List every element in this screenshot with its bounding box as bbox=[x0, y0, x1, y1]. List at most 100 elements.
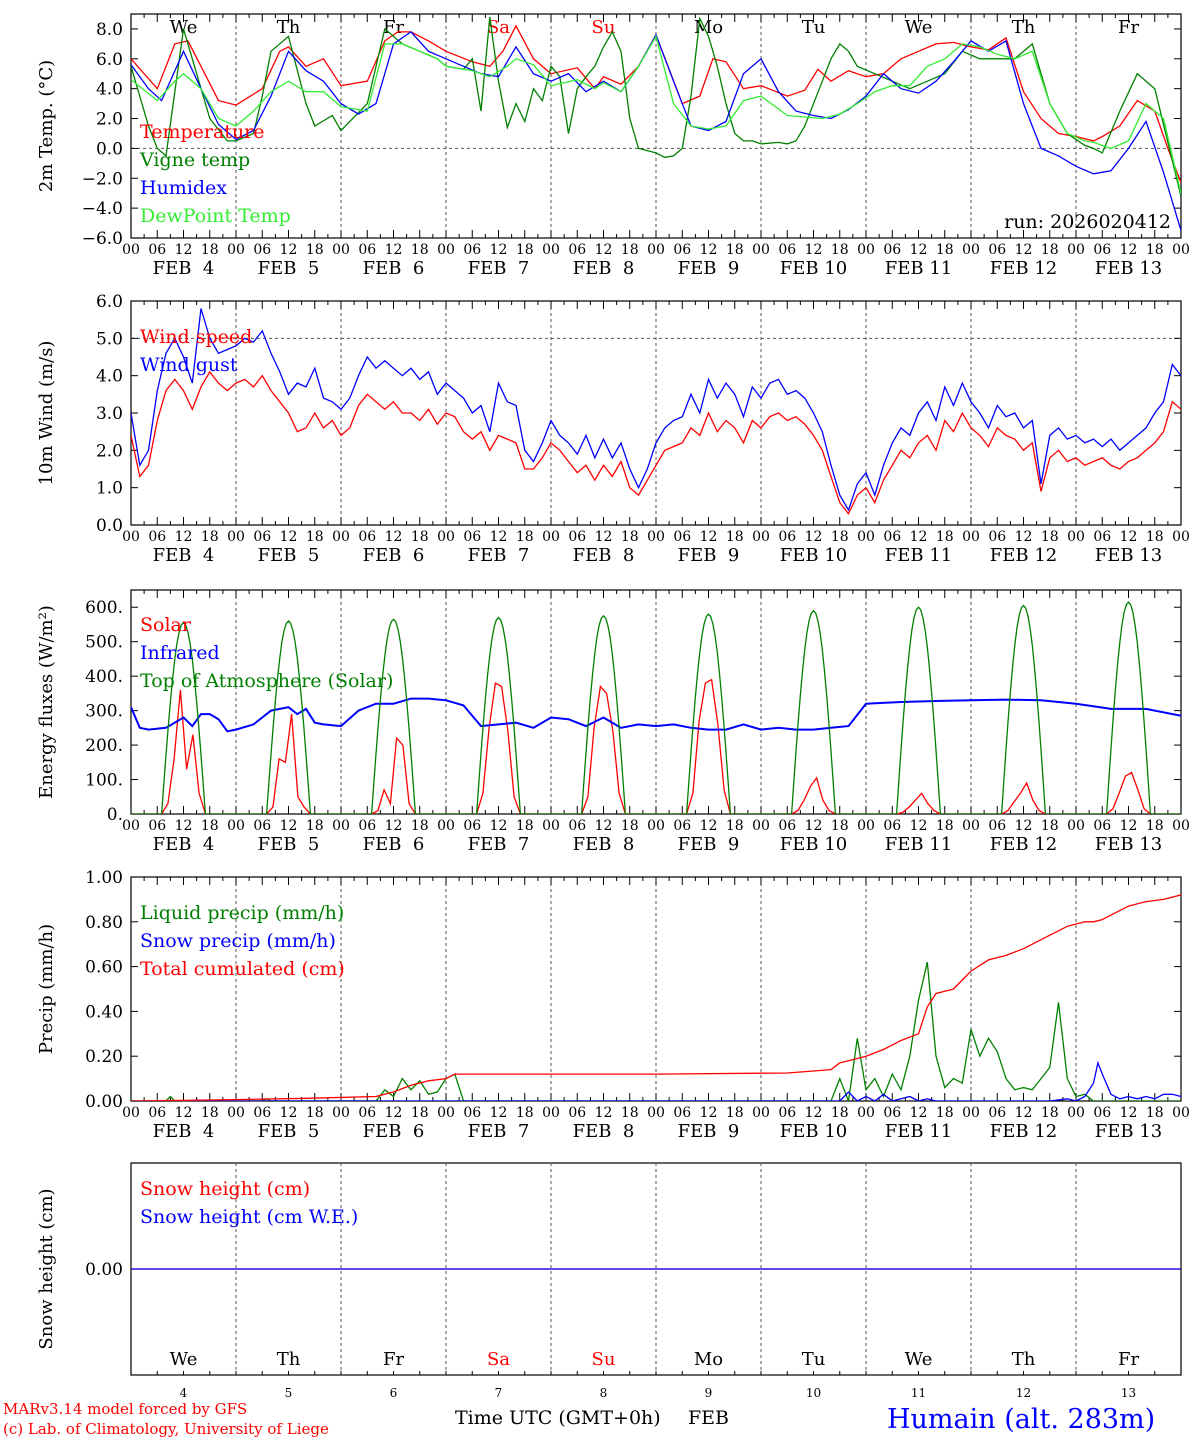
x-hour-label: 18 bbox=[936, 242, 954, 258]
x-hour-label: 06 bbox=[148, 818, 166, 834]
x-hour-label: 12 bbox=[385, 529, 403, 545]
x-date-label: FEB 11 bbox=[885, 834, 952, 855]
x-axis-label: Time UTC (GMT+0h) bbox=[455, 1407, 661, 1429]
x-hour-label: 12 bbox=[280, 529, 298, 545]
x-hour-label: 12 bbox=[700, 529, 718, 545]
x-date-label: FEB 8 bbox=[573, 258, 635, 279]
x-hour-label: 18 bbox=[201, 529, 219, 545]
y-tick-label: 0.80 bbox=[85, 913, 123, 933]
x-hour-label: 12 bbox=[1120, 529, 1138, 545]
x-hour-label: 18 bbox=[726, 529, 744, 545]
y-axis-label: Precip (mm/h) bbox=[36, 924, 57, 1054]
x-hour-label: 18 bbox=[1041, 818, 1059, 834]
x-axis-month: FEB bbox=[688, 1407, 729, 1429]
x-hour-label: 18 bbox=[936, 529, 954, 545]
x-hour-label: 00 bbox=[962, 1105, 980, 1121]
x-hour-label: 12 bbox=[595, 1105, 613, 1121]
x-hour-label: 06 bbox=[778, 529, 796, 545]
x-date-label: FEB 10 bbox=[780, 258, 847, 279]
x-date-label: FEB 6 bbox=[363, 834, 425, 855]
legend-entry: Humidex bbox=[140, 177, 227, 199]
y-axis-label: 10m Wind (m/s) bbox=[36, 341, 57, 486]
x-hour-label: 18 bbox=[621, 242, 639, 258]
y-tick-label: 0.60 bbox=[85, 958, 123, 978]
x-hour-label: 06 bbox=[358, 818, 376, 834]
day-name-top: Sa bbox=[487, 17, 510, 38]
x-hour-label: 12 bbox=[805, 1105, 823, 1121]
x-hour-label: 18 bbox=[1041, 1105, 1059, 1121]
x-date-label: FEB 10 bbox=[780, 1121, 847, 1142]
x-hour-label: 12 bbox=[1120, 818, 1138, 834]
y-tick-label: 300. bbox=[85, 702, 123, 722]
x-hour-label: 00 bbox=[647, 242, 665, 258]
x-hour-label: 18 bbox=[831, 818, 849, 834]
x-date-label: FEB 11 bbox=[885, 545, 952, 566]
x-hour-label: 18 bbox=[306, 529, 324, 545]
y-tick-label: 100. bbox=[85, 771, 123, 791]
x-date-label: FEB 8 bbox=[573, 1121, 635, 1142]
x-hour-label: 00 bbox=[1067, 818, 1085, 834]
x-hour-label: 00 bbox=[752, 529, 770, 545]
x-hour-label: 12 bbox=[175, 1105, 193, 1121]
x-date-label: FEB 13 bbox=[1095, 834, 1162, 855]
day-number: 9 bbox=[705, 1386, 713, 1400]
x-hour-label: 12 bbox=[700, 818, 718, 834]
x-hour-label: 06 bbox=[1093, 242, 1111, 258]
x-hour-label: 18 bbox=[1146, 529, 1164, 545]
x-hour-label: 06 bbox=[463, 529, 481, 545]
x-date-label: FEB 11 bbox=[885, 1121, 952, 1142]
day-number: 10 bbox=[806, 1386, 821, 1400]
x-hour-label: 06 bbox=[463, 242, 481, 258]
x-hour-label: 06 bbox=[883, 818, 901, 834]
legend-entry: Infrared bbox=[140, 642, 220, 664]
x-hour-label: 18 bbox=[411, 818, 429, 834]
x-hour-label: 18 bbox=[1146, 818, 1164, 834]
x-hour-label: 18 bbox=[201, 1105, 219, 1121]
y-tick-label: 2.0 bbox=[96, 441, 123, 461]
x-hour-label: 00 bbox=[1172, 818, 1190, 834]
y-tick-label: 0. bbox=[107, 805, 123, 825]
x-hour-label: 00 bbox=[122, 1105, 140, 1121]
x-hour-label: 00 bbox=[647, 818, 665, 834]
series-line-total-cumulated-cm- bbox=[131, 894, 1181, 1101]
day-name-top: Th bbox=[277, 17, 301, 38]
y-tick-label: 4.0 bbox=[96, 80, 123, 100]
legend-entry: Snow precip (mm/h) bbox=[140, 930, 336, 952]
x-hour-label: 18 bbox=[726, 818, 744, 834]
x-hour-label: 12 bbox=[1015, 1105, 1033, 1121]
x-hour-label: 00 bbox=[962, 242, 980, 258]
legend-entry: Vigne temp bbox=[139, 149, 250, 171]
x-hour-label: 12 bbox=[595, 818, 613, 834]
x-date-label: FEB 4 bbox=[153, 545, 215, 566]
series-line-top-of-atmosphere-solar- bbox=[131, 601, 1181, 814]
x-hour-label: 00 bbox=[857, 1105, 875, 1121]
x-hour-label: 06 bbox=[568, 1105, 586, 1121]
x-hour-label: 00 bbox=[122, 242, 140, 258]
x-hour-label: 18 bbox=[621, 1105, 639, 1121]
x-hour-label: 12 bbox=[910, 1105, 928, 1121]
x-hour-label: 06 bbox=[148, 529, 166, 545]
x-hour-label: 06 bbox=[568, 242, 586, 258]
x-hour-label: 06 bbox=[988, 1105, 1006, 1121]
x-hour-label: 06 bbox=[463, 1105, 481, 1121]
x-hour-label: 18 bbox=[831, 1105, 849, 1121]
day-name-bottom: Su bbox=[592, 1349, 616, 1370]
x-hour-label: 06 bbox=[673, 529, 691, 545]
x-hour-label: 12 bbox=[385, 818, 403, 834]
series-group bbox=[131, 308, 1181, 516]
x-date-label: FEB 9 bbox=[678, 545, 740, 566]
x-hour-label: 00 bbox=[857, 242, 875, 258]
x-hour-label: 00 bbox=[647, 1105, 665, 1121]
y-tick-label: 0.0 bbox=[96, 516, 123, 536]
x-hour-label: 06 bbox=[883, 529, 901, 545]
x-date-label: FEB 4 bbox=[153, 1121, 215, 1142]
y-tick-label: −6.0 bbox=[82, 229, 123, 249]
day-number: 4 bbox=[180, 1386, 188, 1400]
y-tick-label: 6.0 bbox=[96, 292, 123, 312]
day-name-top: We bbox=[905, 17, 933, 38]
x-hour-label: 06 bbox=[568, 529, 586, 545]
y-tick-label: 6.0 bbox=[96, 50, 123, 70]
x-hour-label: 00 bbox=[542, 1105, 560, 1121]
x-hour-label: 00 bbox=[1067, 1105, 1085, 1121]
x-date-label: FEB 7 bbox=[468, 545, 530, 566]
